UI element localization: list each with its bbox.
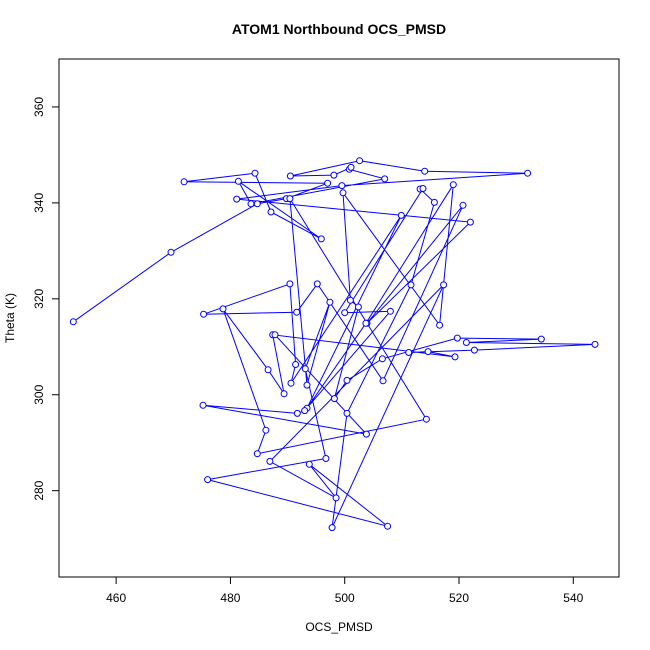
data-point bbox=[330, 395, 338, 403]
data-point bbox=[286, 195, 294, 203]
plot-frame bbox=[58, 58, 620, 578]
data-point bbox=[436, 321, 444, 329]
data-point bbox=[69, 318, 77, 326]
data-point bbox=[419, 185, 427, 192]
data-point bbox=[430, 198, 438, 206]
data-point bbox=[266, 457, 274, 465]
y-tick-label: 300 bbox=[32, 384, 46, 404]
data-point bbox=[440, 281, 448, 289]
data-point bbox=[347, 163, 355, 171]
y-tick-label: 340 bbox=[32, 193, 46, 213]
data-point bbox=[537, 335, 545, 343]
data-point bbox=[167, 248, 175, 256]
data-point bbox=[313, 280, 321, 288]
data-point bbox=[287, 379, 295, 387]
data-point bbox=[317, 235, 325, 243]
data-point bbox=[343, 409, 351, 417]
x-tick-label: 540 bbox=[563, 591, 583, 605]
data-point bbox=[591, 340, 599, 348]
data-point bbox=[338, 182, 346, 190]
data-point bbox=[286, 172, 294, 180]
y-tick-label: 360 bbox=[32, 97, 46, 117]
data-point bbox=[271, 331, 279, 339]
x-tick-label: 480 bbox=[220, 591, 240, 605]
data-point bbox=[341, 309, 349, 317]
x-axis: 460 480 500 520 540 bbox=[106, 577, 584, 605]
data-point bbox=[343, 376, 351, 384]
data-point bbox=[267, 208, 275, 216]
y-axis: 280 300 320 340 360 bbox=[32, 97, 59, 501]
data-point bbox=[199, 401, 207, 409]
data-point bbox=[324, 179, 332, 187]
data-point bbox=[346, 296, 354, 304]
data-point bbox=[524, 169, 532, 177]
data-point bbox=[470, 346, 478, 354]
data-point bbox=[305, 460, 313, 468]
data-point bbox=[293, 409, 301, 417]
data-point bbox=[397, 211, 405, 219]
data-point bbox=[451, 353, 459, 361]
data-point bbox=[253, 450, 261, 458]
data-point bbox=[180, 178, 188, 186]
data-point bbox=[293, 308, 301, 316]
data-point bbox=[356, 157, 364, 165]
data-point bbox=[219, 305, 227, 313]
data-point bbox=[362, 430, 370, 438]
data-point bbox=[330, 171, 338, 179]
x-tick-label: 500 bbox=[335, 591, 355, 605]
data-point bbox=[332, 494, 340, 502]
y-tick-label: 280 bbox=[32, 480, 46, 500]
data-point bbox=[301, 407, 309, 415]
x-tick-label: 520 bbox=[449, 591, 469, 605]
data-point bbox=[200, 310, 208, 318]
data-point bbox=[424, 348, 432, 356]
data-point bbox=[322, 455, 330, 462]
data-point bbox=[339, 189, 347, 197]
data-point bbox=[292, 361, 300, 368]
data-point bbox=[253, 200, 261, 208]
x-tick-label: 460 bbox=[106, 591, 126, 605]
data-point bbox=[354, 303, 362, 311]
data-point bbox=[407, 281, 415, 289]
data-point bbox=[421, 167, 429, 175]
series-points bbox=[69, 157, 599, 532]
data-point bbox=[204, 476, 212, 484]
data-point bbox=[264, 366, 272, 374]
data-point bbox=[286, 280, 294, 288]
data-point bbox=[453, 334, 461, 342]
data-point bbox=[280, 390, 288, 398]
x-axis-label: OCS_PMSD bbox=[305, 620, 373, 634]
y-tick-label: 320 bbox=[32, 288, 46, 308]
data-point bbox=[386, 307, 394, 315]
data-point bbox=[422, 415, 430, 423]
data-point bbox=[234, 177, 242, 185]
y-axis-label: Theta (K) bbox=[3, 293, 17, 343]
data-point bbox=[379, 377, 387, 385]
data-point bbox=[462, 339, 470, 346]
data-point bbox=[466, 218, 474, 226]
data-point bbox=[384, 522, 392, 530]
data-point bbox=[326, 298, 334, 306]
data-point bbox=[378, 355, 386, 363]
data-point bbox=[381, 175, 389, 183]
data-point bbox=[459, 201, 467, 209]
data-point bbox=[251, 169, 259, 177]
data-point bbox=[262, 426, 270, 434]
data-point bbox=[303, 381, 311, 389]
chart-title: ATOM1 Northbound OCS_PMSD bbox=[232, 21, 446, 37]
data-point bbox=[233, 195, 241, 203]
data-point bbox=[362, 319, 370, 327]
data-point bbox=[449, 181, 457, 189]
data-point bbox=[405, 349, 413, 356]
data-point bbox=[301, 365, 309, 373]
data-point bbox=[247, 200, 255, 208]
data-point bbox=[328, 524, 336, 532]
series-line bbox=[73, 160, 596, 528]
